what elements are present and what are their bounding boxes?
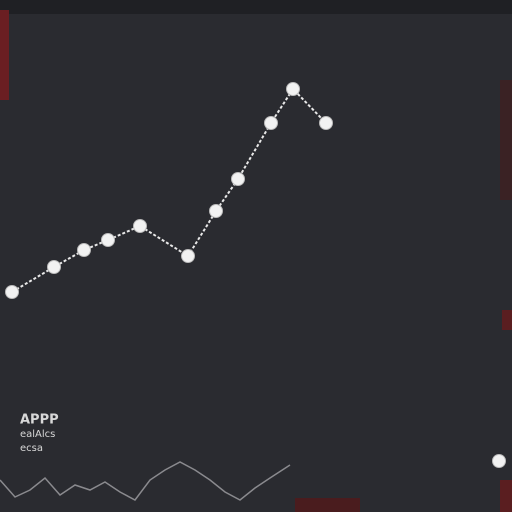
edge-artifact	[500, 80, 512, 200]
data-point	[231, 172, 245, 186]
top-band	[0, 0, 512, 14]
data-point	[133, 219, 147, 233]
data-point	[492, 454, 506, 468]
data-point	[264, 116, 278, 130]
edge-artifact	[502, 310, 512, 330]
data-point	[319, 116, 333, 130]
data-point	[5, 285, 19, 299]
edge-artifact	[295, 498, 360, 512]
data-point	[286, 82, 300, 96]
annotation: ealAlcs	[20, 429, 55, 440]
data-point	[47, 260, 61, 274]
data-point	[101, 233, 115, 247]
data-point	[209, 204, 223, 218]
annotation: APPP	[20, 413, 59, 428]
data-point	[181, 249, 195, 263]
annotation: ecsa	[20, 443, 43, 454]
data-line	[0, 461, 291, 501]
edge-artifact	[0, 10, 9, 100]
edge-artifact	[500, 480, 512, 512]
data-point	[77, 243, 91, 257]
